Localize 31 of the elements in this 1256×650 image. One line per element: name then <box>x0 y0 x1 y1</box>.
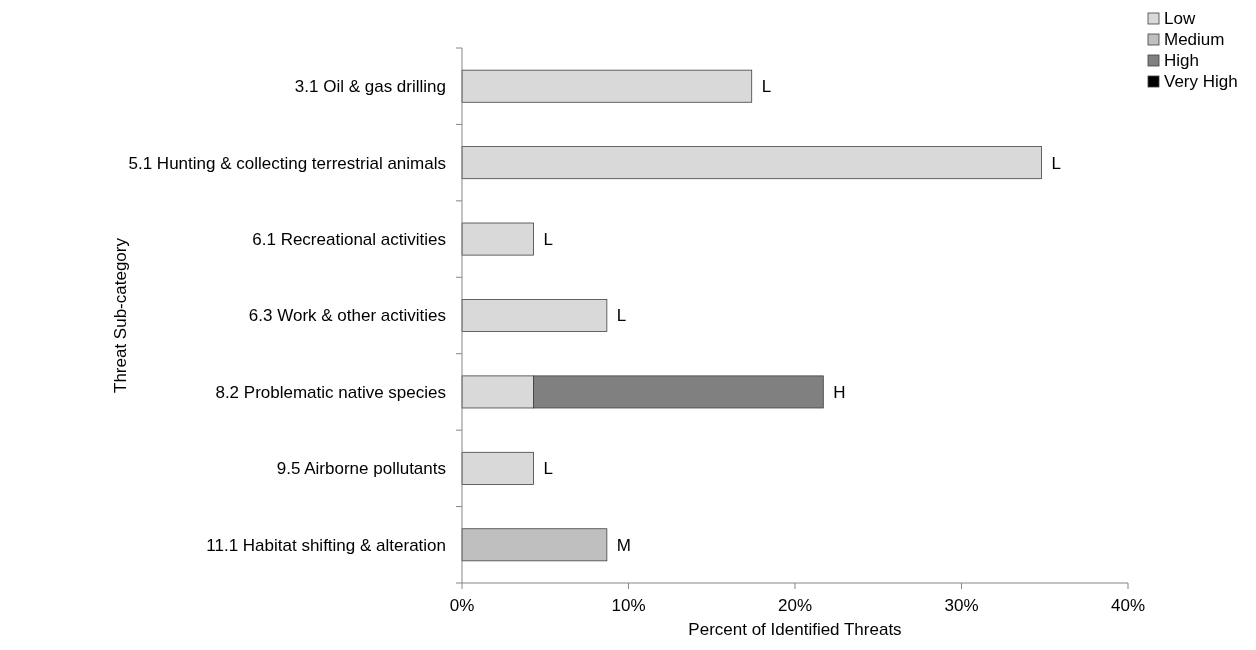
data-label: M <box>616 535 632 555</box>
data-label: L <box>1051 153 1061 173</box>
bar <box>461 451 534 485</box>
y-tick-label: 3.1 Oil & gas drilling <box>294 77 446 97</box>
x-axis-title: Percent of Identified Threats <box>688 620 902 639</box>
y-tick-label: 8.2 Problematic native species <box>215 382 446 402</box>
x-tick-label: 40% <box>1110 596 1146 615</box>
x-tick-label: 0% <box>449 596 475 615</box>
data-label: H <box>833 382 846 402</box>
y-tick-label: 6.1 Recreational activities <box>252 230 446 250</box>
data-label: L <box>543 459 554 479</box>
data-label: L <box>761 77 772 97</box>
legend-label: Low <box>1164 9 1196 29</box>
y-tick-label: 5.1 Hunting & collecting terrestrial animals <box>128 153 446 173</box>
legend-label: High <box>1164 51 1199 71</box>
bar <box>461 69 753 103</box>
legend-label: Medium <box>1164 30 1225 50</box>
y-axis-title: Threat Sub-category <box>110 237 130 393</box>
y-tick-label: 11.1 Habitat shifting & alteration <box>206 535 446 555</box>
y-tick-label: 6.3 Work & other activities <box>248 306 446 326</box>
bar <box>461 299 608 332</box>
x-tick-label: 30% <box>944 596 979 615</box>
bar <box>461 222 534 256</box>
x-tick-label: 10% <box>611 596 646 615</box>
bar <box>461 528 608 562</box>
y-tick-label: 9.5 Airborne pollutants <box>276 459 446 479</box>
legend-label: Very High <box>1164 72 1238 92</box>
data-label: L <box>543 230 554 250</box>
bar <box>461 146 1042 180</box>
x-tick-label: 20% <box>777 596 813 615</box>
data-label: L <box>616 306 627 326</box>
